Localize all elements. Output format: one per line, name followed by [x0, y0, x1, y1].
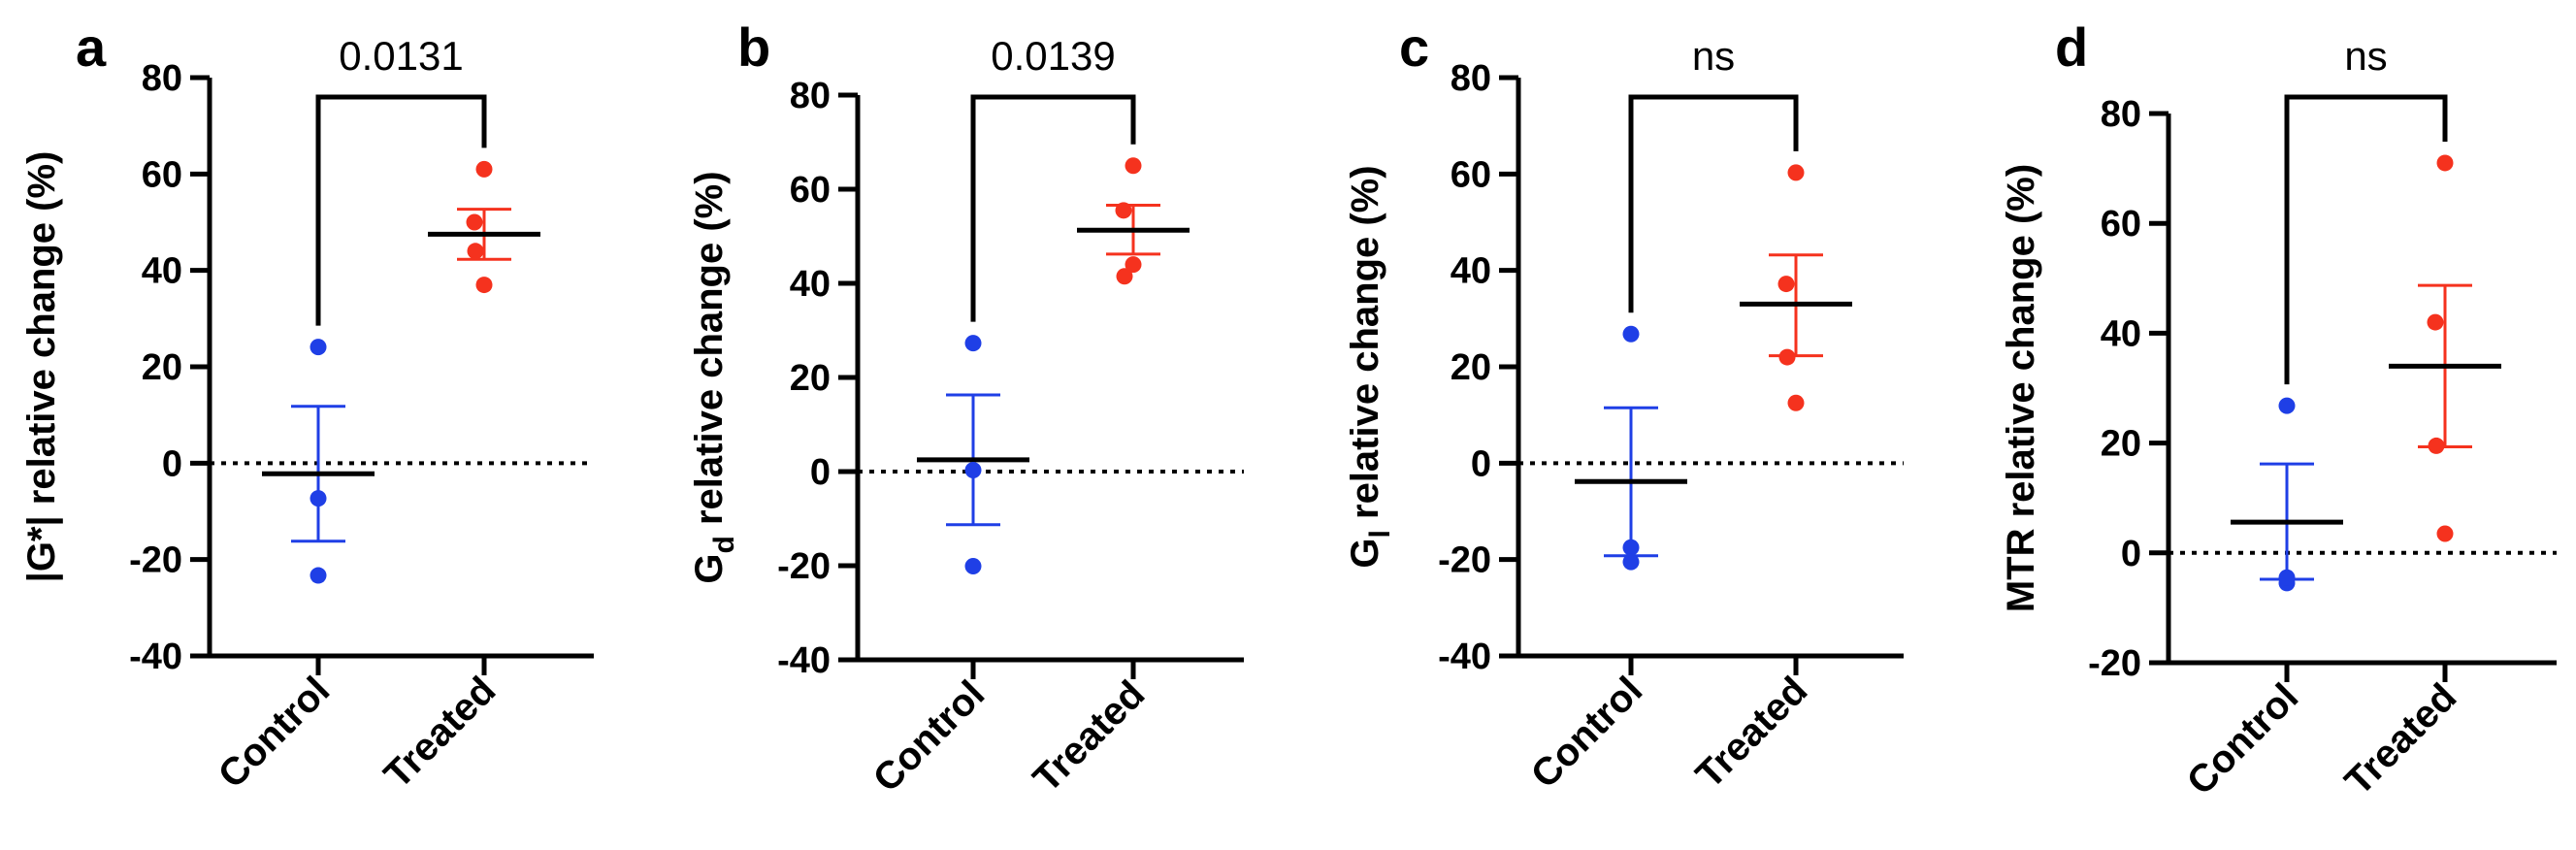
- data-point: [475, 160, 493, 178]
- y-tick-label: 80: [142, 58, 182, 99]
- series-control: [2231, 397, 2343, 592]
- data-point: [1777, 276, 1795, 293]
- series-control: [917, 335, 1029, 574]
- panel-a: a -40 -20 0 20 40 60 80 Control Treated |G*| relat…: [20, 16, 594, 797]
- panel-letter: a: [76, 16, 107, 78]
- panel-b: b -40 -20 0 20 40 60 80 Control Treated Gd relativ…: [688, 16, 1244, 801]
- panel-d: d -20 0 20 40 60 80 Control Treated MTR relative …: [2000, 16, 2557, 803]
- y-tick-label: -40: [129, 637, 182, 677]
- data-point: [475, 277, 493, 294]
- significance-bracket: [2284, 94, 2448, 385]
- y-tick-label: 40: [2101, 313, 2141, 354]
- y-tick-label: 20: [142, 347, 182, 388]
- data-point: [1622, 553, 1640, 571]
- panel-letter: c: [1399, 16, 1429, 78]
- data-point: [1125, 256, 1142, 274]
- panel-letter: d: [2055, 16, 2088, 78]
- y-tick-label: 40: [790, 264, 831, 305]
- data-point: [2278, 397, 2296, 414]
- data-point: [1622, 539, 1640, 556]
- data-point: [1787, 394, 1805, 411]
- y-tick-label: 0: [1471, 443, 1491, 484]
- y-tick-label: 20: [1451, 347, 1491, 388]
- x-tick-label: Treated: [2337, 675, 2465, 803]
- x-tick-label: Treated: [1026, 672, 1154, 801]
- significance-label: 0.0131: [339, 33, 463, 79]
- y-tick-label: 40: [1451, 251, 1491, 292]
- data-point: [1787, 164, 1805, 181]
- y-tick-label: 80: [790, 76, 831, 116]
- series-treated: [428, 160, 540, 294]
- data-point: [310, 339, 327, 356]
- y-axis-label: MTR relative change (%): [2000, 164, 2042, 612]
- data-point: [964, 462, 982, 479]
- data-point: [964, 557, 982, 574]
- significance-label: ns: [2344, 33, 2387, 79]
- y-tick-label: 40: [142, 251, 182, 292]
- x-tick-label: Control: [211, 669, 339, 797]
- y-tick-label: 20: [790, 358, 831, 399]
- y-tick-label: -20: [129, 540, 182, 581]
- data-point: [310, 567, 327, 584]
- y-tick-label: -40: [777, 640, 831, 681]
- y-tick-label: 0: [162, 443, 182, 484]
- data-point: [1125, 157, 1142, 175]
- data-point: [1778, 348, 1796, 366]
- y-tick-label: -40: [1438, 637, 1491, 677]
- data-point: [1115, 202, 1132, 219]
- y-tick-label: 0: [810, 452, 831, 493]
- series-treated: [1077, 157, 1190, 285]
- y-axis-label: Gl relative change (%): [1344, 165, 1396, 568]
- data-point: [2428, 437, 2445, 454]
- series-treated: [2389, 154, 2501, 542]
- panel-letter: b: [737, 16, 770, 78]
- significance-bracket: [315, 94, 487, 326]
- significance-label: 0.0139: [991, 33, 1115, 79]
- y-tick-label: -20: [777, 546, 831, 587]
- y-tick-label: 60: [1451, 154, 1491, 195]
- data-point: [310, 490, 327, 507]
- data-point: [1622, 325, 1640, 343]
- y-tick-label: 0: [2121, 534, 2141, 574]
- y-axis-label: Gd relative change (%): [688, 171, 740, 583]
- y-tick-label: 80: [2101, 94, 2141, 135]
- y-tick-label: -20: [2088, 643, 2141, 684]
- y-tick-label: 60: [142, 154, 182, 195]
- y-axis-label: |G*| relative change (%): [20, 151, 63, 583]
- y-tick-label: 60: [790, 170, 831, 211]
- panel-c: c -40 -20 0 20 40 60 80 Control Treated Gl relativ…: [1344, 16, 1904, 797]
- y-tick-label: 20: [2101, 424, 2141, 465]
- y-tick-label: 80: [1451, 58, 1491, 99]
- data-point: [2436, 154, 2454, 172]
- significance-label: ns: [1692, 33, 1735, 79]
- x-tick-label: Control: [865, 672, 994, 801]
- data-point: [2427, 313, 2444, 331]
- series-control: [1575, 325, 1687, 571]
- y-tick-label: -20: [1438, 540, 1491, 581]
- significance-bracket: [1628, 94, 1799, 313]
- data-point: [964, 335, 982, 352]
- data-point: [2436, 525, 2454, 542]
- data-point: [1116, 268, 1133, 285]
- data-point: [466, 213, 483, 231]
- significance-bracket: [970, 94, 1136, 322]
- x-tick-label: Control: [1523, 669, 1651, 797]
- y-tick-label: 60: [2101, 204, 2141, 245]
- series-control: [262, 339, 375, 584]
- x-tick-label: Treated: [376, 669, 505, 797]
- series-treated: [1740, 164, 1852, 411]
- data-point: [2278, 569, 2296, 586]
- x-tick-label: Treated: [1688, 669, 1816, 797]
- x-tick-label: Control: [2179, 675, 2307, 803]
- data-point: [467, 243, 484, 260]
